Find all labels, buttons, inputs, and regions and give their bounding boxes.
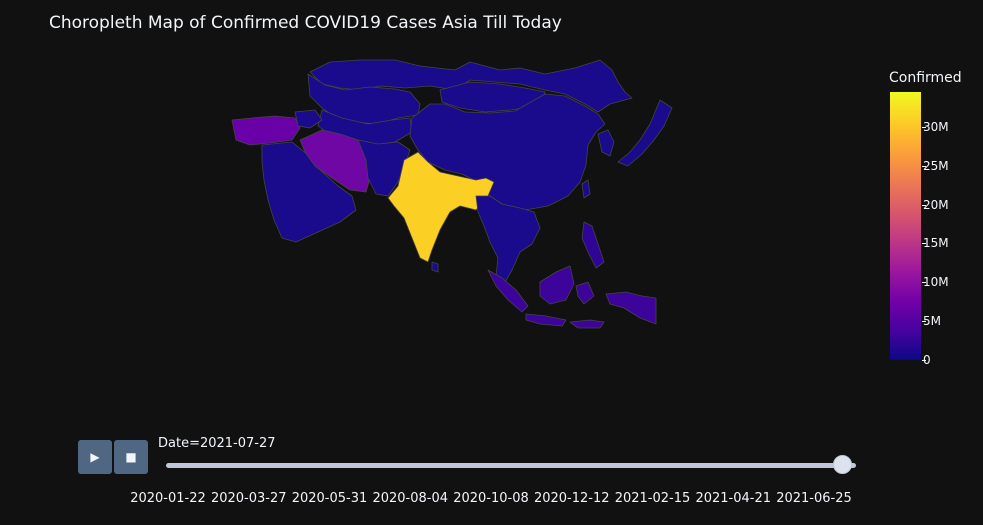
slider-tick-label[interactable]: 2021-02-15 (614, 491, 691, 506)
slider-tick-label[interactable]: 2020-12-12 (533, 491, 610, 506)
region-korea[interactable] (597, 129, 615, 157)
region-lesser-sunda[interactable] (569, 319, 605, 329)
region-philippines[interactable] (581, 221, 605, 269)
current-date-label: Date=2021-07-27 (158, 436, 276, 451)
region-iran[interactable] (299, 129, 371, 193)
colorbar-tick-label: 25M (923, 158, 949, 173)
colorbar-tick-mark (922, 321, 926, 323)
region-southeast-asia-mainland[interactable] (475, 195, 541, 285)
colorbar-title: Confirmed (889, 70, 962, 86)
play-button[interactable]: ▶ (78, 440, 112, 474)
slider-tick-label[interactable]: 2020-05-31 (291, 491, 368, 506)
map-title: Choropleth Map of Confirmed COVID19 Case… (49, 13, 562, 33)
region-borneo[interactable] (539, 265, 575, 305)
stop-button[interactable]: ■ (114, 440, 148, 474)
slider-tick-label[interactable]: 2021-06-25 (776, 491, 852, 506)
region-caucasus[interactable] (294, 109, 323, 129)
region-sulawesi[interactable] (575, 281, 595, 305)
colorbar-gradient (890, 92, 921, 360)
colorbar-tick-mark (922, 165, 926, 167)
colorbar-tick-mark (922, 204, 926, 206)
colorbar-tick-mark (922, 243, 926, 245)
region-india[interactable] (387, 151, 495, 263)
region-china[interactable] (409, 93, 606, 211)
date-slider-thumb[interactable] (833, 455, 852, 474)
region-java[interactable] (525, 313, 567, 327)
slider-tick-label[interactable]: 2020-03-27 (210, 491, 287, 506)
colorbar-tick-label: 5M (923, 314, 941, 329)
region-sri-lanka[interactable] (431, 261, 439, 273)
region-afghanistan-pakistan[interactable] (357, 139, 411, 197)
colorbar-tick-mark (922, 360, 926, 361)
colorbar-tick-label: 10M (923, 275, 949, 290)
slider-tick-label[interactable]: 2020-08-04 (372, 491, 449, 506)
colorbar-tick-label: 20M (923, 197, 949, 212)
slider-tick-label[interactable]: 2021-04-21 (695, 491, 772, 506)
date-slider-tick-labels: 2020-01-22 2020-03-27 2020-05-31 2020-08-04… (0, 491, 983, 507)
slider-tick-label[interactable]: 2020-01-22 (130, 491, 206, 506)
date-slider-track[interactable] (166, 463, 856, 468)
region-turkey[interactable] (231, 115, 301, 146)
colorbar-tick-label: 0 (923, 353, 931, 367)
colorbar-tick-label: 30M (923, 119, 949, 134)
colorbar-tick-mark (922, 126, 926, 128)
region-sumatra[interactable] (487, 269, 529, 313)
region-russia[interactable] (309, 59, 633, 113)
colorbar-tick-label: 15M (923, 236, 949, 251)
slider-tick-label[interactable]: 2020-10-08 (453, 491, 529, 506)
region-japan[interactable] (617, 99, 673, 167)
colorbar-tick-mark (922, 282, 926, 284)
region-papua[interactable] (605, 291, 657, 325)
region-taiwan[interactable] (581, 179, 591, 199)
